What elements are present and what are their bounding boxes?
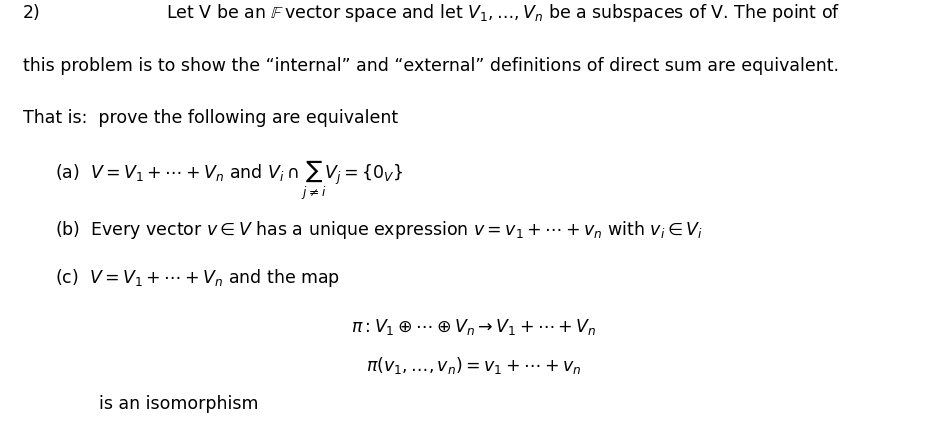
Text: 2): 2) [23,4,41,22]
Text: Let V be an $\mathbb{F}$ vector space and let $V_1,\ldots,V_n$ be a subspaces of: Let V be an $\mathbb{F}$ vector space an… [166,2,840,24]
Text: is an isomorphism: is an isomorphism [99,395,259,413]
Text: $\pi : V_1 \oplus \cdots \oplus V_n \rightarrow V_1 + \cdots + V_n$: $\pi : V_1 \oplus \cdots \oplus V_n \rig… [350,317,597,337]
Text: (c)  $V = V_1 + \cdots + V_n$ and the map: (c) $V = V_1 + \cdots + V_n$ and the map [55,266,340,289]
Text: (a)  $V = V_1 + \cdots + V_n$ and $V_i \cap \sum_{j\neq i} V_j = \{0_V\}$: (a) $V = V_1 + \cdots + V_n$ and $V_i \c… [55,159,403,202]
Text: $\pi(v_1, \ldots, v_n) = v_1 + \cdots + v_n$: $\pi(v_1, \ldots, v_n) = v_1 + \cdots + … [366,355,581,376]
Text: this problem is to show the “internal” and “external” definitions of direct sum : this problem is to show the “internal” a… [23,57,839,75]
Text: (b)  Every vector $v \in V$ has a unique expression $v = v_1 + \cdots + v_n$ wit: (b) Every vector $v \in V$ has a unique … [55,218,703,241]
Text: That is:  prove the following are equivalent: That is: prove the following are equival… [23,109,398,127]
